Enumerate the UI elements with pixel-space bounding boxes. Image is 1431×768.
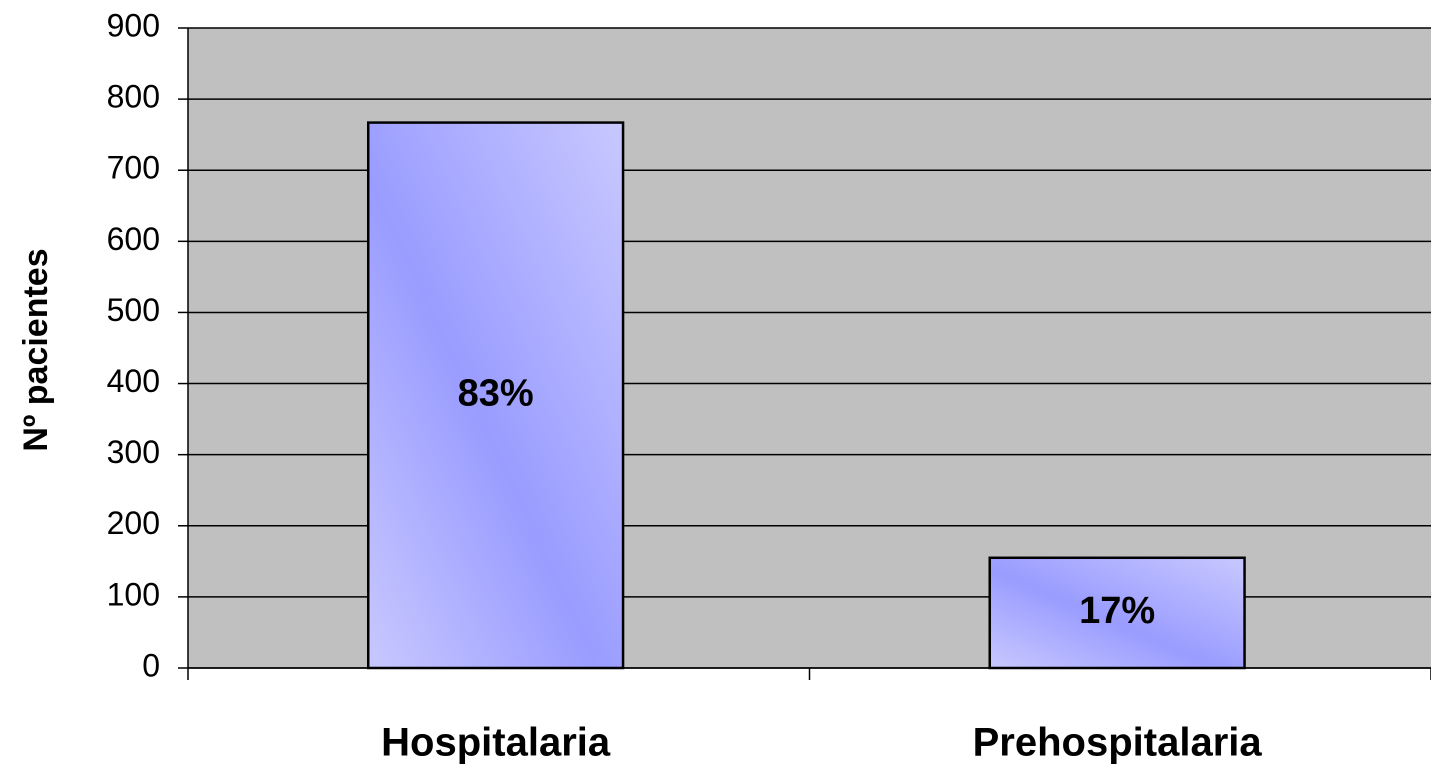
data-label: 17% (1079, 590, 1155, 632)
y-tick-label: 800 (107, 79, 160, 115)
y-tick-label: 100 (107, 576, 160, 612)
y-tick-label: 700 (107, 150, 160, 186)
y-tick-label: 500 (107, 292, 160, 328)
y-tick-label: 200 (107, 505, 160, 541)
y-tick-label: 0 (142, 647, 160, 683)
y-tick-label: 900 (107, 7, 160, 43)
x-tick-label: Prehospitalaria (973, 721, 1263, 765)
y-axis-title: Nº pacientes (17, 248, 55, 451)
data-label: 83% (458, 372, 534, 414)
bar (988, 556, 1246, 670)
x-tick-label: Hospitalaria (381, 721, 611, 765)
y-tick-label: 300 (107, 434, 160, 470)
bar (366, 121, 625, 670)
y-tick-label: 600 (107, 221, 160, 257)
y-tick-label: 400 (107, 363, 160, 399)
